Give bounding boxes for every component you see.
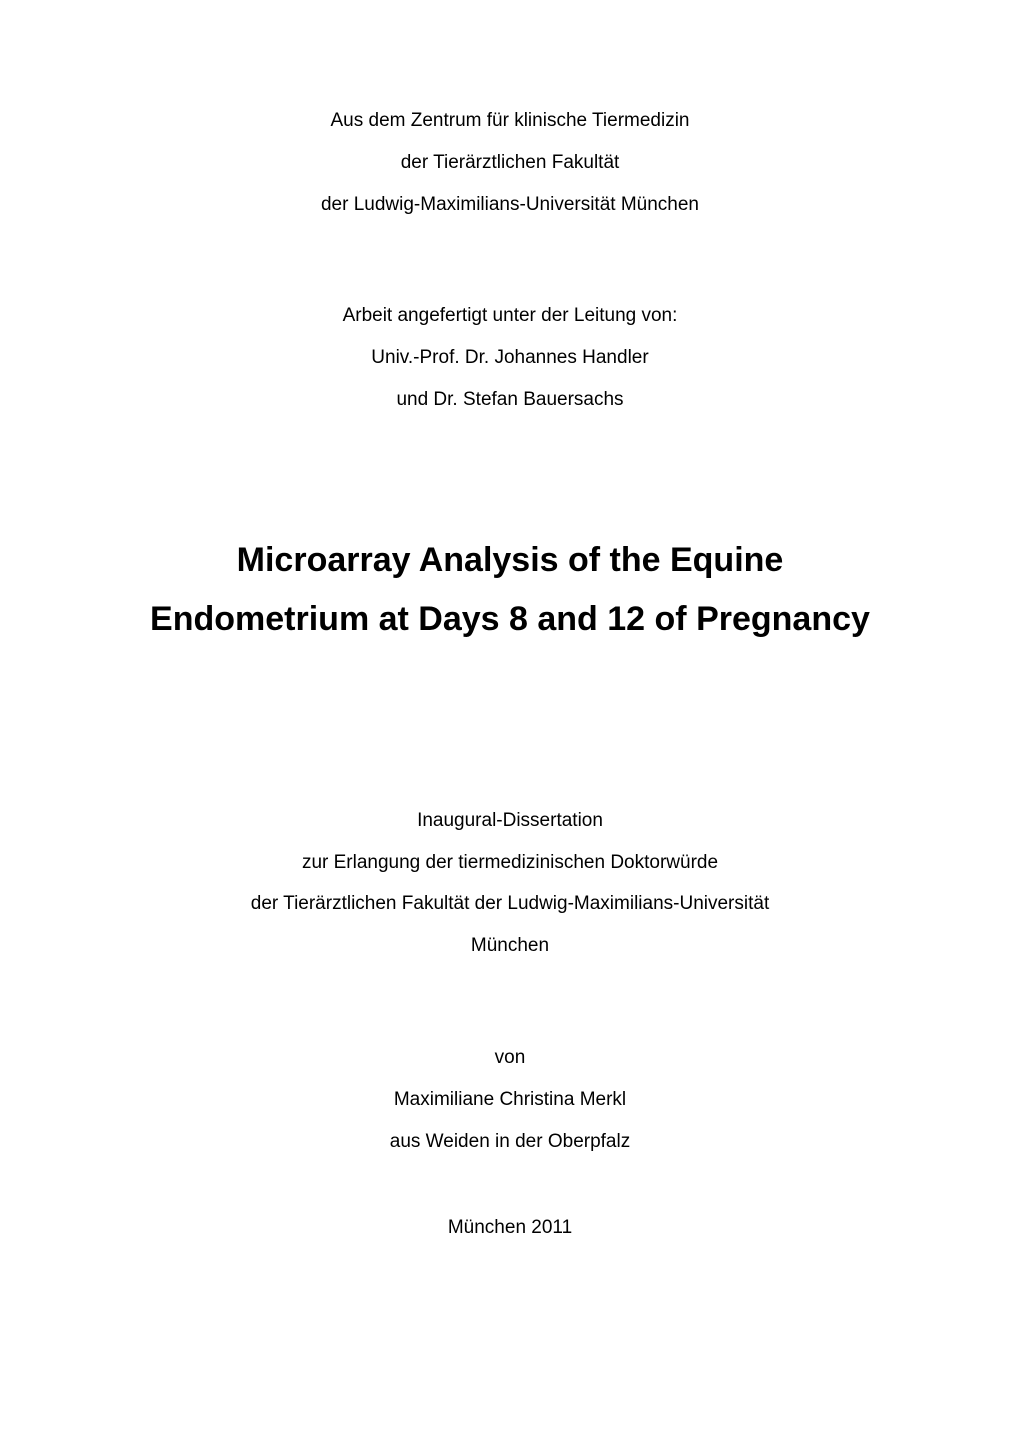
dissertation-title: Microarray Analysis of the Equine Endome… — [120, 531, 900, 650]
supervisor-line: Univ.-Prof. Dr. Johannes Handler — [120, 337, 900, 379]
affiliation-block: Aus dem Zentrum für klinische Tiermedizi… — [120, 100, 900, 225]
diss-line: zur Erlangung der tiermedizinischen Dokt… — [120, 842, 900, 884]
author-origin: aus Weiden in der Oberpfalz — [120, 1121, 900, 1163]
affiliation-line: der Ludwig-Maximilians-Universität Münch… — [120, 184, 900, 226]
supervisor-line: und Dr. Stefan Bauersachs — [120, 379, 900, 421]
diss-line: Inaugural-Dissertation — [120, 800, 900, 842]
supervisor-line: Arbeit angefertigt unter der Leitung von… — [120, 295, 900, 337]
dissertation-purpose-block: Inaugural-Dissertation zur Erlangung der… — [120, 800, 900, 967]
title-page: Aus dem Zentrum für klinische Tiermedizi… — [0, 0, 1020, 1442]
supervisor-block: Arbeit angefertigt unter der Leitung von… — [120, 295, 900, 420]
diss-line: München — [120, 925, 900, 967]
place-year: München 2011 — [120, 1217, 900, 1239]
author-name: Maximiliane Christina Merkl — [120, 1079, 900, 1121]
affiliation-line: der Tierärztlichen Fakultät — [120, 142, 900, 184]
affiliation-line: Aus dem Zentrum für klinische Tiermedizi… — [120, 100, 900, 142]
title-line: Endometrium at Days 8 and 12 of Pregnanc… — [120, 590, 900, 650]
title-line: Microarray Analysis of the Equine — [120, 531, 900, 591]
author-block: von Maximiliane Christina Merkl aus Weid… — [120, 1037, 900, 1162]
author-von: von — [120, 1037, 900, 1079]
diss-line: der Tierärztlichen Fakultät der Ludwig-M… — [120, 883, 900, 925]
